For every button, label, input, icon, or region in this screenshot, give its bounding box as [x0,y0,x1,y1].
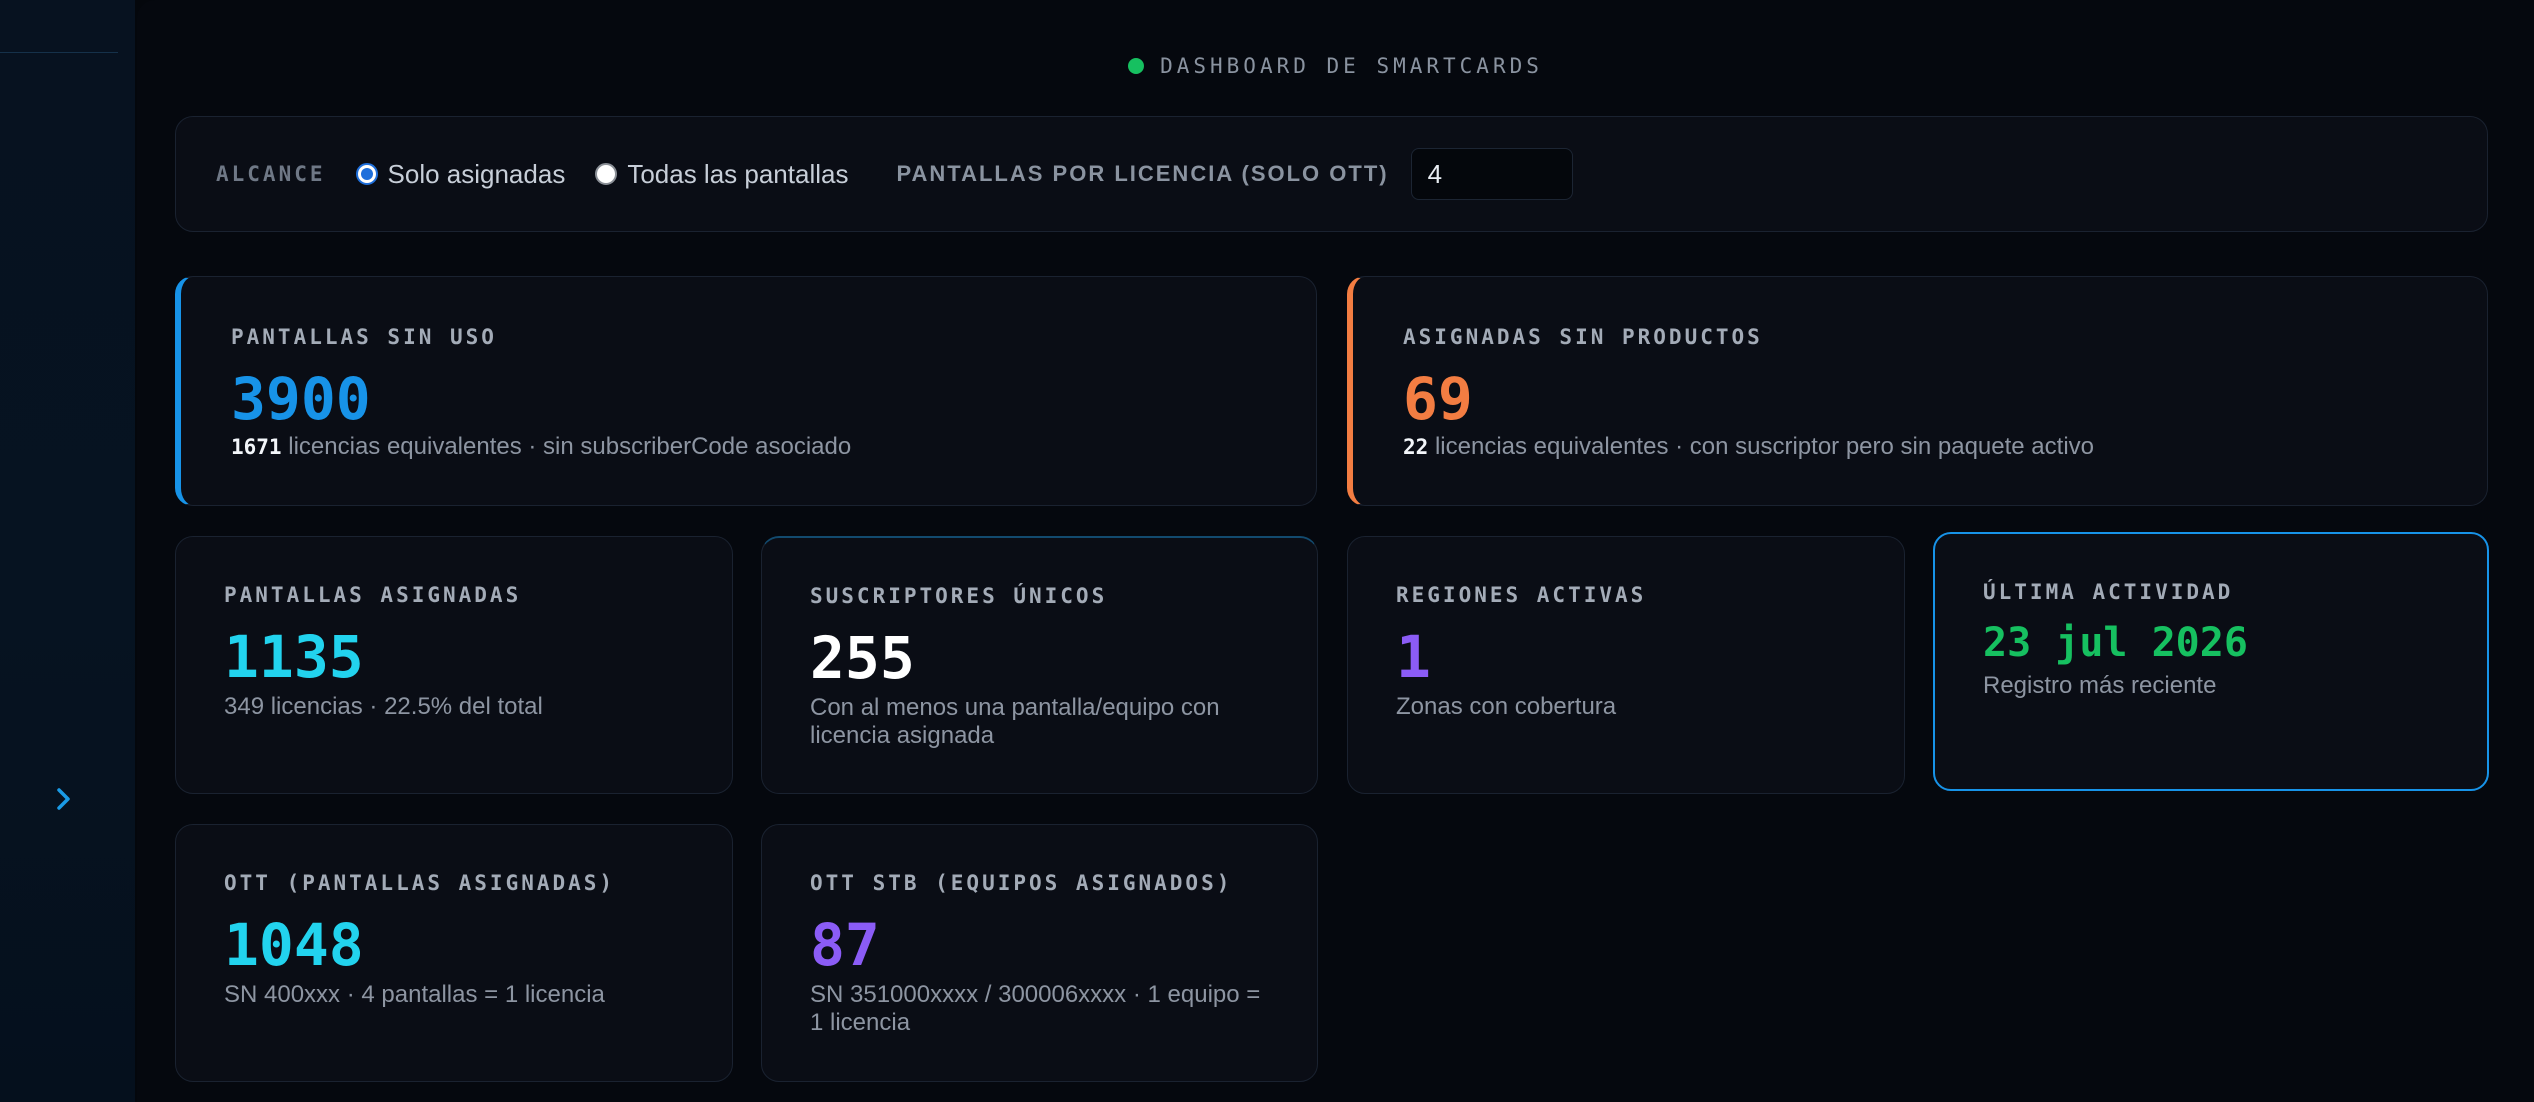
card-active-regions: REGIONES ACTIVAS 1 Zonas con cobertura [1347,536,1905,794]
card-ott-stb-assigned: OTT STB (EQUIPOS ASIGNADOS) 87 SN 351000… [761,824,1318,1082]
card-subtext: 1671 licencias equivalentes · sin subscr… [231,433,851,461]
screens-per-license-input[interactable] [1410,148,1573,200]
card-value: 1048 [224,911,364,979]
card-value: 255 [810,624,915,692]
card-subtext: 349 licencias · 22.5% del total [224,693,543,720]
scope-label: ALCANCE [216,162,326,186]
card-value: 1 [1396,623,1431,691]
sidebar [0,0,135,1102]
radio-all-screens[interactable]: Todas las pantallas [595,159,848,190]
card-subtext-strong: 22 [1403,435,1429,459]
radio-all-screens-label: Todas las pantallas [627,158,849,189]
scope-filter-bar: ALCANCE Solo asignadas Todas las pantall… [175,116,2488,232]
expand-sidebar-button[interactable] [50,782,78,816]
card-subtext-rest: licencias equivalentes · con suscriptor … [1428,433,2094,460]
card-label: SUSCRIPTORES ÚNICOS [810,584,1108,608]
radio-assigned-only[interactable]: Solo asignadas [355,158,566,190]
card-assigned-without-products: ASIGNADAS SIN PRODUCTOS 69 22 licencias … [1347,276,2488,506]
card-subtext: Zonas con cobertura [1396,693,1617,720]
card-subtext-rest: licencias equivalentes · sin subscriberC… [281,433,852,460]
card-subtext: Registro más reciente [1983,672,2217,699]
card-label: REGIONES ACTIVAS [1396,583,1647,607]
card-value: 3900 [231,365,371,433]
card-label: ÚLTIMA ACTIVIDAD [1983,580,2234,604]
radio-unchecked-icon[interactable] [595,163,618,185]
page-header: DASHBOARD DE SMARTCARDS [137,52,2534,80]
page-title: DASHBOARD DE SMARTCARDS [1160,54,1543,78]
radio-checked-icon[interactable] [355,163,378,185]
card-subtext: SN 400xxx · 4 pantallas = 1 licencia [224,981,605,1008]
card-label: PANTALLAS SIN USO [231,325,497,349]
card-value: 87 [810,911,880,979]
card-ott-assigned-screens: OTT (PANTALLAS ASIGNADAS) 1048 SN 400xxx… [175,824,733,1082]
card-value: 69 [1403,365,1473,433]
chevron-right-icon [57,788,70,810]
card-subtext: SN 351000xxxx / 300006xxxx · 1 equipo = … [810,981,1261,1036]
card-label: PANTALLAS ASIGNADAS [224,583,522,607]
card-label: ASIGNADAS SIN PRODUCTOS [1403,325,1763,349]
card-subtext: 22 licencias equivalentes · con suscript… [1403,433,2094,461]
card-subtext: Con al menos una pantalla/equipo con lic… [810,694,1220,749]
card-subtext-strong: 1671 [231,435,282,459]
card-unused-screens: PANTALLAS SIN USO 3900 1671 licencias eq… [175,276,1317,506]
card-unique-subscribers: SUSCRIPTORES ÚNICOS 255 Con al menos una… [761,536,1318,794]
card-label: OTT (PANTALLAS ASIGNADAS) [224,871,616,895]
status-dot-icon [1128,58,1145,74]
card-value: 1135 [224,623,364,691]
screens-per-license-label: PANTALLAS POR LICENCIA (SOLO OTT) [896,161,1389,186]
sidebar-divider [0,52,118,53]
card-assigned-screens: PANTALLAS ASIGNADAS 1135 349 licencias ·… [175,536,733,794]
card-label: OTT STB (EQUIPOS ASIGNADOS) [810,871,1233,895]
radio-assigned-only-label: Solo asignadas [387,158,566,189]
card-value: 23 jul 2026 [1983,620,2248,666]
main-content: DASHBOARD DE SMARTCARDS ALCANCE Solo asi… [137,0,2534,1102]
card-last-activity: ÚLTIMA ACTIVIDAD 23 jul 2026 Registro má… [1933,532,2489,791]
